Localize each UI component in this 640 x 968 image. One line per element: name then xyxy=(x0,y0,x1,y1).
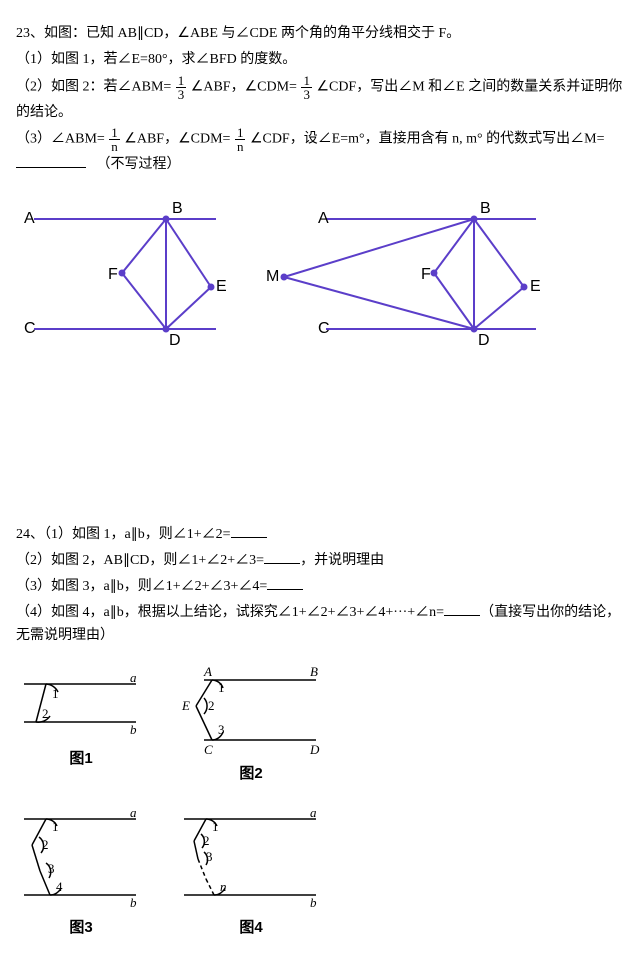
q23-p2-pre: （2）如图 2：若∠ABM= xyxy=(16,79,175,94)
q24-part2: （2）如图 2，AB∥CD，则∠1+∠2+∠3= ，并说明理由 xyxy=(16,549,624,573)
q23-header: 23、如图：已知 AB∥CD，∠ABE 与∠CDE 两个角的角平分线相交于 F。 xyxy=(16,22,624,46)
label-b: b xyxy=(310,895,317,910)
label-E: E xyxy=(181,698,190,713)
q24-l3: （3）如图 3，a∥b，则∠1+∠2+∠3+∠4= xyxy=(16,579,267,594)
label-M: M xyxy=(266,268,279,285)
label-E: E xyxy=(530,278,541,295)
q23-p2-mid1: ∠ABF，∠CDM= xyxy=(191,79,301,94)
q23-part1: （1）如图 1，若∠E=80°，求∠BFD 的度数。 xyxy=(16,48,624,72)
label-a: a xyxy=(130,805,137,820)
q24-fig2-wrap: A B C D E 1 2 3 图2 xyxy=(176,662,326,787)
angle-2: 2 xyxy=(42,706,49,721)
angle-3: 3 xyxy=(218,722,225,737)
label-a: a xyxy=(130,670,137,685)
q23-figure2: A B C D E F M xyxy=(256,191,556,351)
q23-p3-pre: （3）∠ABM= xyxy=(16,132,108,147)
q23-figures: A B C D E F A B C D xyxy=(16,191,624,351)
q24-fig3-wrap: a b 1 2 3 4 图3 xyxy=(16,801,146,941)
answer-blank xyxy=(444,601,480,616)
angle-3: 3 xyxy=(48,861,55,876)
answer-blank xyxy=(267,575,303,590)
label-C: C xyxy=(204,742,213,757)
q24-part3: （3）如图 3，a∥b，则∠1+∠2+∠3+∠4= xyxy=(16,575,624,599)
angle-2: 2 xyxy=(203,833,210,848)
label-a: a xyxy=(310,805,317,820)
q24-fig1-wrap: a b 1 2 图1 xyxy=(16,662,146,772)
fraction-1-3: 13 xyxy=(176,74,187,101)
q24-l2: （2）如图 2，AB∥CD，则∠1+∠2+∠3= xyxy=(16,553,264,568)
q23-p3-mid1: ∠ABF，∠CDM= xyxy=(124,132,234,147)
angle-2: 2 xyxy=(208,698,215,713)
q23-part2: （2）如图 2：若∠ABM= 13 ∠ABF，∠CDM= 13 ∠CDF，写出∠… xyxy=(16,74,624,125)
angle-4: 4 xyxy=(56,879,63,894)
spacer xyxy=(16,411,624,521)
label-E: E xyxy=(216,278,227,295)
label-D: D xyxy=(169,332,181,349)
q24-fig2: A B C D E 1 2 3 xyxy=(176,662,326,757)
angle-1: 1 xyxy=(212,819,219,834)
q23-p3-suf: （不写过程） xyxy=(97,157,181,172)
angle-1: 1 xyxy=(218,680,225,695)
label-A: A xyxy=(24,210,35,227)
q24-figures-row2: a b 1 2 3 4 图3 xyxy=(16,801,624,941)
label-F: F xyxy=(108,266,118,283)
label-B: B xyxy=(172,200,183,217)
q24-l4: （4）如图 4，a∥b，根据以上结论，试探究∠1+∠2+∠3+∠4+···+∠n… xyxy=(16,605,444,620)
fraction-1-3: 13 xyxy=(301,74,312,101)
answer-blank xyxy=(16,153,86,168)
label-D: D xyxy=(309,742,320,757)
q24-figures-row1: a b 1 2 图1 A B C D E xyxy=(16,662,624,787)
angle-n: n xyxy=(220,879,227,894)
q24-l1: 24、（1）如图 1，a∥b，则∠1+∠2= xyxy=(16,527,231,542)
label-B: B xyxy=(310,664,318,679)
label-D: D xyxy=(478,332,490,349)
q24-l2b: ，并说明理由 xyxy=(300,553,384,568)
fraction-1-n: 1n xyxy=(235,126,246,153)
fig-label-1: 图1 xyxy=(16,746,146,772)
label-F: F xyxy=(421,266,431,283)
label-C: C xyxy=(318,320,330,337)
fig-label-4: 图4 xyxy=(176,915,326,941)
q23-p3-mid2: ∠CDF，设∠E=m°，直接用含有 n, m° 的代数式写出∠M= xyxy=(250,132,605,147)
q24-part1: 24、（1）如图 1，a∥b，则∠1+∠2= xyxy=(16,523,624,547)
label-C: C xyxy=(24,320,36,337)
q24-fig3: a b 1 2 3 4 xyxy=(16,801,146,911)
answer-blank xyxy=(231,523,267,538)
q23-figure1: A B C D E F xyxy=(16,191,236,351)
label-A: A xyxy=(203,664,212,679)
label-A: A xyxy=(318,210,329,227)
q23-part3: （3）∠ABM= 1n ∠ABF，∠CDM= 1n ∠CDF，设∠E=m°，直接… xyxy=(16,126,624,177)
fig-label-2: 图2 xyxy=(176,761,326,787)
q24-fig1: a b 1 2 xyxy=(16,662,146,742)
angle-2: 2 xyxy=(42,837,49,852)
fraction-1-n: 1n xyxy=(109,126,120,153)
q24-fig4: a b 1 2 3 n xyxy=(176,801,326,911)
angle-3: 3 xyxy=(206,849,213,864)
label-b: b xyxy=(130,895,137,910)
angle-1: 1 xyxy=(52,819,59,834)
label-B: B xyxy=(480,200,491,217)
q24-part4: （4）如图 4，a∥b，根据以上结论，试探究∠1+∠2+∠3+∠4+···+∠n… xyxy=(16,601,624,649)
fig-label-3: 图3 xyxy=(16,915,146,941)
answer-blank xyxy=(264,549,300,564)
label-b: b xyxy=(130,722,137,737)
q24-fig4-wrap: a b 1 2 3 n 图4 xyxy=(176,801,326,941)
angle-1: 1 xyxy=(52,686,59,701)
